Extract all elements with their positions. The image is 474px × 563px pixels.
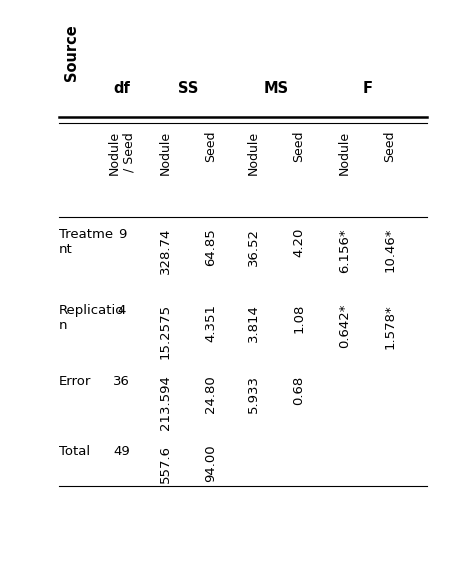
Text: 1.08: 1.08 xyxy=(292,304,306,333)
Text: 36.52: 36.52 xyxy=(247,228,260,266)
Text: 4.20: 4.20 xyxy=(292,228,306,257)
Text: Nodule: Nodule xyxy=(338,131,351,175)
Text: 49: 49 xyxy=(114,445,130,458)
Text: Nodule
/ Seed: Nodule / Seed xyxy=(108,131,136,175)
Text: 1.578*: 1.578* xyxy=(383,304,396,348)
Text: Error: Error xyxy=(59,376,91,388)
Text: 10.46*: 10.46* xyxy=(383,228,396,272)
Text: SS: SS xyxy=(178,81,198,96)
Text: MS: MS xyxy=(264,81,289,96)
Text: 64.85: 64.85 xyxy=(204,228,217,266)
Text: df: df xyxy=(113,81,130,96)
Text: F: F xyxy=(362,81,372,96)
Text: Nodule: Nodule xyxy=(159,131,172,175)
Text: 9: 9 xyxy=(118,228,126,241)
Text: 3.814: 3.814 xyxy=(247,304,260,342)
Text: 557.6: 557.6 xyxy=(159,445,172,482)
Text: 0.68: 0.68 xyxy=(292,376,306,405)
Text: Total: Total xyxy=(59,445,91,458)
Text: 24.80: 24.80 xyxy=(204,376,217,413)
Text: 4.351: 4.351 xyxy=(204,304,217,342)
Text: 94.00: 94.00 xyxy=(204,445,217,482)
Text: Nodule: Nodule xyxy=(247,131,260,175)
Text: 213.594: 213.594 xyxy=(159,376,172,430)
Text: Source: Source xyxy=(64,24,79,81)
Text: 5.933: 5.933 xyxy=(247,376,260,413)
Text: 328.74: 328.74 xyxy=(159,228,172,274)
Text: 4: 4 xyxy=(118,304,126,317)
Text: 6.156*: 6.156* xyxy=(338,228,351,272)
Text: 15.2575: 15.2575 xyxy=(159,304,172,359)
Text: Seed: Seed xyxy=(383,131,396,162)
Text: Replicatio
n: Replicatio n xyxy=(59,304,125,332)
Text: 36: 36 xyxy=(113,376,130,388)
Text: Treatme
nt: Treatme nt xyxy=(59,228,113,256)
Text: Seed: Seed xyxy=(292,131,306,162)
Text: 0.642*: 0.642* xyxy=(338,304,351,348)
Text: Seed: Seed xyxy=(204,131,217,162)
